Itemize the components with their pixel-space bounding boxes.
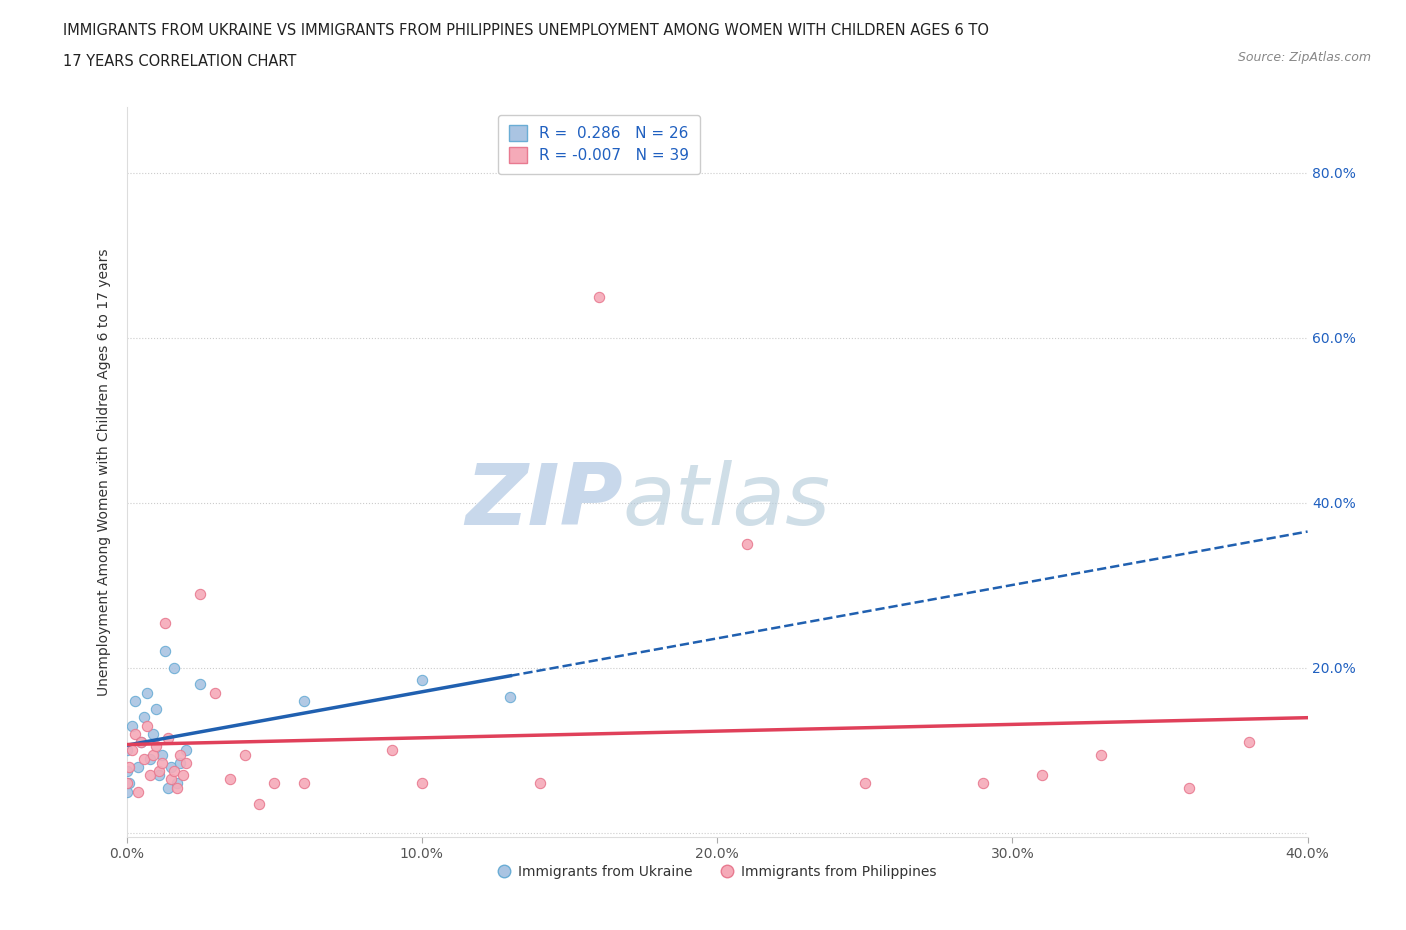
Point xyxy=(219,772,242,787)
Point xyxy=(134,751,156,766)
Point xyxy=(134,710,156,724)
Point xyxy=(166,780,188,795)
Point xyxy=(127,760,149,775)
Point xyxy=(292,776,315,790)
Point xyxy=(163,764,186,778)
Point xyxy=(499,689,522,704)
Point xyxy=(174,755,197,770)
Point xyxy=(1237,735,1260,750)
Point xyxy=(148,767,170,782)
Point xyxy=(115,743,138,758)
Point xyxy=(145,702,167,717)
Point xyxy=(172,767,194,782)
Point xyxy=(1031,767,1053,782)
Point xyxy=(118,776,141,790)
Point xyxy=(233,747,256,762)
Point xyxy=(139,751,162,766)
Y-axis label: Unemployment Among Women with Children Ages 6 to 17 years: Unemployment Among Women with Children A… xyxy=(97,248,111,696)
Point xyxy=(148,764,170,778)
Point xyxy=(153,615,176,630)
Point xyxy=(292,694,315,709)
Point xyxy=(124,726,146,741)
Text: Source: ZipAtlas.com: Source: ZipAtlas.com xyxy=(1237,51,1371,64)
Point xyxy=(142,726,165,741)
Point xyxy=(174,743,197,758)
Text: 17 YEARS CORRELATION CHART: 17 YEARS CORRELATION CHART xyxy=(63,54,297,69)
Point xyxy=(121,743,143,758)
Point xyxy=(121,718,143,733)
Point xyxy=(145,738,167,753)
Point xyxy=(972,776,994,790)
Point xyxy=(160,760,183,775)
Point xyxy=(169,747,191,762)
Point xyxy=(188,586,212,601)
Point xyxy=(153,644,176,658)
Point xyxy=(853,776,876,790)
Point xyxy=(150,747,173,762)
Point xyxy=(1090,747,1112,762)
Point xyxy=(1178,780,1201,795)
Point xyxy=(139,767,162,782)
Point xyxy=(150,755,173,770)
Point xyxy=(188,677,212,692)
Point xyxy=(156,780,179,795)
Legend: Immigrants from Ukraine, Immigrants from Philippines: Immigrants from Ukraine, Immigrants from… xyxy=(492,859,942,884)
Point xyxy=(160,772,183,787)
Point xyxy=(166,776,188,790)
Point xyxy=(127,784,149,799)
Point xyxy=(411,776,433,790)
Point xyxy=(156,731,179,746)
Point xyxy=(115,784,138,799)
Point xyxy=(735,537,758,551)
Point xyxy=(129,735,153,750)
Point xyxy=(411,672,433,687)
Point xyxy=(129,735,153,750)
Point xyxy=(118,760,141,775)
Point xyxy=(204,685,226,700)
Point xyxy=(381,743,404,758)
Point xyxy=(249,797,271,812)
Point xyxy=(263,776,285,790)
Point xyxy=(115,776,138,790)
Point xyxy=(124,694,146,709)
Point xyxy=(163,660,186,675)
Point xyxy=(529,776,551,790)
Text: atlas: atlas xyxy=(623,459,831,543)
Point xyxy=(136,685,159,700)
Point xyxy=(169,755,191,770)
Point xyxy=(115,764,138,778)
Point xyxy=(142,747,165,762)
Point xyxy=(588,289,610,304)
Point xyxy=(136,718,159,733)
Text: IMMIGRANTS FROM UKRAINE VS IMMIGRANTS FROM PHILIPPINES UNEMPLOYMENT AMONG WOMEN : IMMIGRANTS FROM UKRAINE VS IMMIGRANTS FR… xyxy=(63,23,990,38)
Text: ZIP: ZIP xyxy=(465,459,623,543)
